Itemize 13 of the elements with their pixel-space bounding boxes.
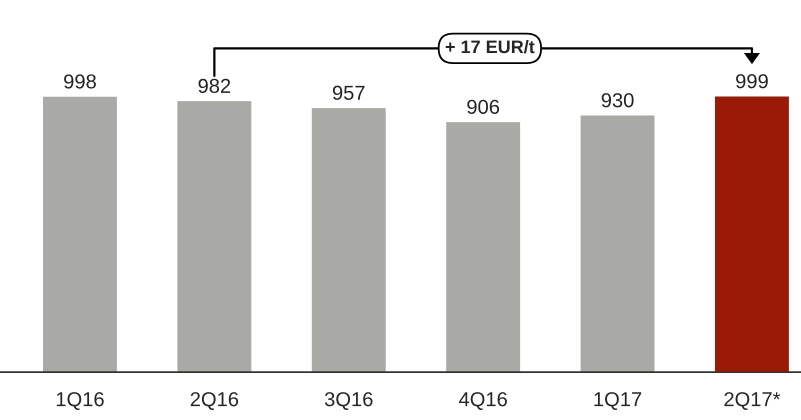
data-label: 982	[198, 78, 230, 94]
data-label: 906	[467, 100, 500, 114]
data-label: 957	[332, 86, 365, 100]
text: + 17 EUR/t	[446, 40, 535, 54]
x-tick-label: 2Q16	[190, 392, 238, 410]
data-label: 999	[736, 74, 768, 88]
x-tick-label: 1Q17	[594, 392, 642, 410]
data-label: 930	[602, 93, 634, 108]
x-tick-label: 2Q17*	[724, 392, 780, 410]
x-tick-label: 3Q16	[324, 392, 373, 410]
data-label: 998	[64, 74, 96, 89]
x-tick-label: 1Q16	[56, 392, 104, 410]
x-tick-label: 4Q16	[458, 392, 507, 410]
